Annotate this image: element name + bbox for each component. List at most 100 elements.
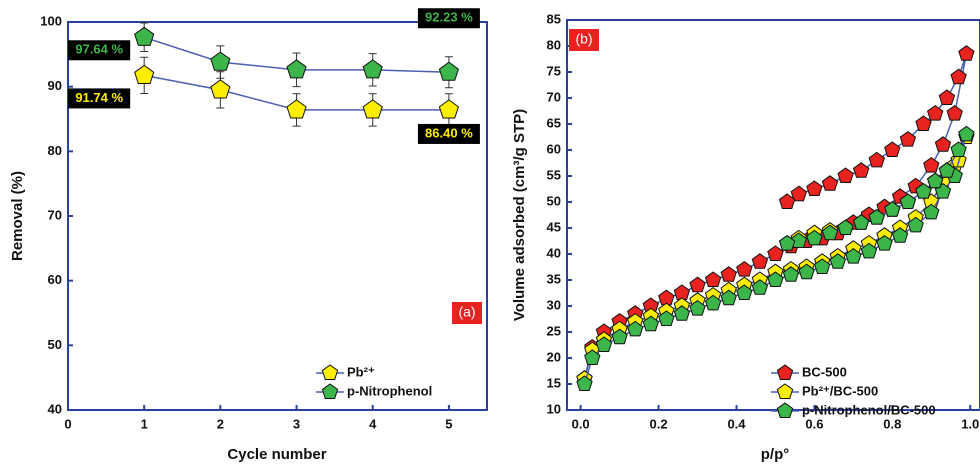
data-point <box>673 284 691 300</box>
data-point <box>860 242 878 259</box>
data-point <box>751 253 769 269</box>
data-point <box>907 216 924 233</box>
legend-label: BC-500 <box>802 364 847 379</box>
y-tick-label: 25 <box>547 323 561 338</box>
x-tick-label: 4 <box>369 416 377 431</box>
data-point <box>837 219 854 235</box>
legend-marker <box>321 364 339 380</box>
data-point <box>938 89 956 105</box>
data-point <box>778 234 796 251</box>
x-tick-label: 3 <box>293 416 300 431</box>
data-point <box>438 61 459 81</box>
data-point <box>627 320 644 337</box>
data-point <box>658 310 675 326</box>
data-point <box>938 162 956 178</box>
plot-frame <box>566 19 980 411</box>
y-tick-label: 100 <box>40 13 62 28</box>
data-point <box>210 51 231 71</box>
data-point <box>884 141 901 157</box>
data-point <box>689 299 706 316</box>
data-point <box>915 115 932 131</box>
data-point <box>923 203 940 220</box>
legend-label: Pb²⁺/BC-500 <box>802 383 878 398</box>
panel-label-box <box>569 29 599 51</box>
value-label: 91.74 % <box>75 90 123 105</box>
data-point <box>927 172 944 189</box>
data-point <box>720 289 737 306</box>
value-label-box <box>417 123 480 144</box>
y-tick-label: 30 <box>547 297 561 312</box>
value-label: 92.23 % <box>425 10 473 25</box>
y-tick-label: 80 <box>547 37 561 52</box>
data-point <box>658 289 675 306</box>
data-point <box>286 59 307 79</box>
x-tick-label: 0 <box>64 416 71 431</box>
data-point <box>876 234 893 251</box>
y-tick-label: 50 <box>48 337 62 352</box>
panel-label: (a) <box>458 304 475 320</box>
data-point <box>595 336 613 352</box>
value-label-box <box>417 8 480 29</box>
data-point <box>891 227 909 243</box>
y-tick-label: 65 <box>547 115 561 130</box>
data-point <box>438 99 459 119</box>
x-tick-label: 0.0 <box>572 416 590 431</box>
data-point <box>899 193 917 209</box>
data-point <box>821 224 839 241</box>
data-point <box>868 208 885 225</box>
data-point <box>806 180 823 196</box>
data-point <box>958 45 975 61</box>
data-point <box>915 182 932 199</box>
y-axis-label: Removal (%) <box>9 171 26 261</box>
data-point <box>790 232 807 248</box>
y-axis-label: Volume adsorbed (cm³/g STP) <box>511 109 528 321</box>
data-point <box>362 59 383 79</box>
data-point <box>790 185 807 202</box>
x-tick-label: 0.4 <box>727 416 746 431</box>
data-point <box>899 130 917 147</box>
data-point <box>806 229 823 246</box>
data-point <box>821 175 839 191</box>
data-point <box>736 284 753 300</box>
data-point <box>584 349 601 365</box>
x-tick-label: 0.2 <box>650 416 668 431</box>
data-point <box>736 260 753 277</box>
y-tick-label: 60 <box>547 141 561 156</box>
y-tick-label: 75 <box>547 63 561 78</box>
data-point <box>829 253 846 269</box>
data-point <box>837 167 854 183</box>
y-tick-label: 20 <box>547 349 561 364</box>
y-tick-label: 45 <box>547 219 561 234</box>
data-point <box>210 79 231 99</box>
panel: 40 50 60 70 80 90 100 0 1 2 3 4 5 Cycle number Removal… <box>9 8 488 463</box>
legend-marker <box>776 364 794 380</box>
data-point <box>767 245 784 261</box>
data-point <box>845 247 862 264</box>
data-point <box>884 201 901 217</box>
data-point <box>689 276 706 293</box>
data-point <box>782 266 800 282</box>
x-tick-label: 0.8 <box>883 416 901 431</box>
data-point <box>927 104 944 121</box>
data-point <box>934 136 952 152</box>
y-tick-label: 35 <box>547 271 561 286</box>
y-tick-label: 40 <box>547 245 561 260</box>
legend-marker <box>776 383 794 399</box>
data-point <box>642 315 659 332</box>
y-tick-label: 15 <box>547 375 561 390</box>
panel-label-box <box>452 302 482 324</box>
data-point <box>923 156 940 173</box>
data-point <box>868 151 885 168</box>
value-label: 86.40 % <box>425 125 473 140</box>
data-point <box>798 263 815 280</box>
y-tick-label: 70 <box>48 207 62 222</box>
panel: 10 15 20 25 30 35 40 45 50 55 60 65 70 75 80 85 0.0 0.2 0.… <box>511 11 980 463</box>
y-tick-label: 40 <box>48 401 62 416</box>
x-axis-label: p/p° <box>761 446 790 463</box>
value-label-box <box>68 88 131 109</box>
data-point <box>853 162 870 178</box>
data-point <box>704 294 722 311</box>
data-point <box>704 271 722 287</box>
y-tick-label: 60 <box>48 272 62 287</box>
